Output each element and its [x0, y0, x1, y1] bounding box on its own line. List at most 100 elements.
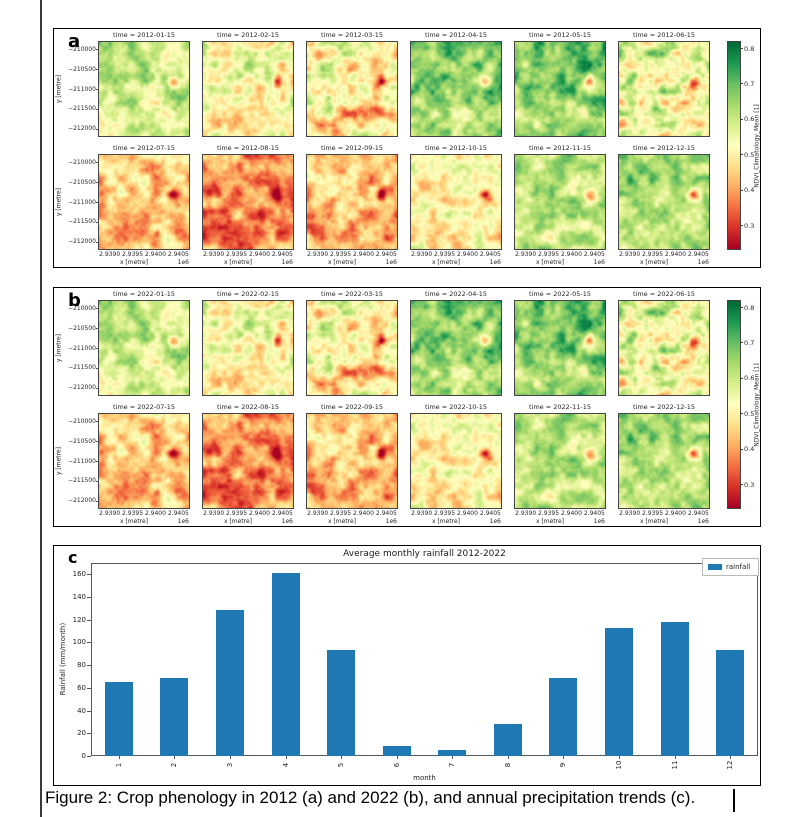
map-title-2022-4: time = 2022-04-15	[424, 290, 488, 298]
x-axis-offset: 1e6	[489, 517, 501, 525]
y-tick-label: −212000	[68, 497, 96, 505]
figure-panel-a[interactable]: a time = 2012-01-15 time = 2012-02-15 time…	[53, 28, 761, 268]
x-axis-label: x [metre]	[119, 258, 149, 266]
y-tick-mark	[96, 367, 99, 369]
x-axis-label: x [metre]	[327, 517, 357, 525]
x-axis-offset: 1e6	[385, 258, 397, 266]
ndvi-map-2012-09	[306, 154, 398, 250]
y-tick-mark	[96, 108, 99, 110]
y-tick-label: −210000	[68, 45, 96, 53]
y-tick-mark	[87, 619, 91, 621]
ndvi-map-2012-07	[98, 154, 190, 250]
x-tick-mark	[452, 756, 454, 759]
y-tick-mark	[96, 421, 99, 423]
bar-month-10	[605, 627, 634, 756]
bar-month-7	[438, 750, 467, 756]
x-tick-labels: 2.9390 2.9395 2.9400 2.9405	[411, 510, 501, 517]
x-tick-labels: 2.9390 2.9395 2.9400 2.9405	[307, 251, 397, 258]
colorbar-tick-mark	[740, 448, 743, 450]
figure-panel-c[interactable]: c Average monthly rainfall 2012-2022 Rai…	[53, 545, 761, 786]
x-tick-labels: 2.9390 2.9395 2.9400 2.9405	[619, 251, 709, 258]
y-tick-label: 80	[77, 661, 86, 670]
map-title-2012-3: time = 2012-03-15	[320, 31, 384, 39]
colorbar-tick-mark	[740, 118, 743, 120]
y-tick-label: 140	[72, 593, 86, 602]
map-title-2012-7: time = 2012-07-15	[112, 144, 176, 152]
bar-month-6	[382, 745, 411, 756]
x-axis-offset: 1e6	[593, 258, 605, 266]
map-title-2022-11: time = 2022-11-15	[528, 403, 592, 411]
x-tick-labels: 2.9390 2.9395 2.9400 2.9405	[99, 251, 189, 258]
colorbar-2012	[727, 41, 741, 250]
map-title-2012-2: time = 2012-02-15	[216, 31, 280, 39]
bar-month-9	[549, 677, 578, 756]
x-tick-mark	[118, 756, 120, 759]
ndvi-map-2022-03	[306, 300, 398, 396]
x-tick-label: 4	[281, 762, 290, 768]
x-axis-label: x [metre]	[223, 258, 253, 266]
map-title-2012-6: time = 2012-06-15	[632, 31, 696, 39]
x-tick-label: 10	[615, 760, 624, 770]
y-tick-label: 0	[81, 752, 86, 760]
y-tick-mark	[96, 387, 99, 389]
map-title-2022-7: time = 2022-07-15	[112, 403, 176, 411]
x-axis-offset: 1e6	[489, 258, 501, 266]
y-tick-mark	[87, 665, 91, 667]
table-border-line	[40, 0, 42, 817]
x-axis-label: x [metre]	[431, 517, 461, 525]
y-tick-mark	[96, 441, 99, 443]
colorbar-tick-mark	[740, 307, 743, 309]
y-tick-mark	[96, 221, 99, 223]
y-tick-label: −211000	[68, 457, 96, 465]
figure-caption[interactable]: Figure 2: Crop phenology in 2012 (a) and…	[45, 788, 696, 807]
ndvi-map-2022-12	[618, 413, 710, 509]
bar-chart-plot-area	[91, 563, 758, 756]
colorbar-tick-label: 0.3	[744, 480, 755, 489]
y-tick-label: −211000	[68, 344, 96, 352]
x-axis-label: x [metre]	[327, 258, 357, 266]
x-axis-label: x [metre]	[119, 517, 149, 525]
x-axis-offset: 1e6	[697, 517, 709, 525]
x-axis-offset: 1e6	[281, 517, 293, 525]
text-cursor	[733, 789, 735, 812]
x-tick-labels: 2.9390 2.9395 2.9400 2.9405	[99, 510, 189, 517]
map-title-2022-10: time = 2022-10-15	[424, 403, 488, 411]
y-axis-label: y [metre]	[55, 187, 63, 217]
y-tick-label: −210500	[68, 65, 96, 73]
colorbar-tick-label: 0.7	[744, 79, 755, 88]
colorbar-label: NDVI_Climatology_Mean [1]	[753, 362, 761, 447]
x-tick-labels: 2.9390 2.9395 2.9400 2.9405	[619, 510, 709, 517]
figure-panel-b[interactable]: b time = 2022-01-15 time = 2022-02-15 time…	[53, 287, 761, 527]
x-tick-mark	[285, 756, 287, 759]
ndvi-map-2022-08	[202, 413, 294, 509]
x-tick-label: 5	[337, 762, 346, 768]
y-tick-mark	[96, 328, 99, 330]
x-tick-mark	[341, 756, 343, 759]
y-tick-label: −212000	[68, 384, 96, 392]
map-title-2022-5: time = 2022-05-15	[528, 290, 592, 298]
ndvi-map-2022-05	[514, 300, 606, 396]
ndvi-map-2012-03	[306, 41, 398, 137]
x-tick-labels: 2.9390 2.9395 2.9400 2.9405	[203, 510, 293, 517]
y-tick-label: −211500	[68, 364, 96, 372]
bar-month-5	[327, 650, 356, 756]
y-tick-mark	[96, 241, 99, 243]
panel-label-b: b	[68, 290, 81, 311]
x-tick-mark	[730, 756, 732, 759]
colorbar-label: NDVI_Climatology_Mean [1]	[753, 103, 761, 188]
y-tick-mark	[96, 49, 99, 51]
ndvi-map-2012-12	[618, 154, 710, 250]
map-title-2022-9: time = 2022-09-15	[320, 403, 384, 411]
colorbar-tick-mark	[740, 83, 743, 85]
map-title-2012-10: time = 2012-10-15	[424, 144, 488, 152]
ndvi-map-2022-07	[98, 413, 190, 509]
y-tick-label: −211500	[68, 477, 96, 485]
y-tick-label: −210000	[68, 417, 96, 425]
map-title-2012-1: time = 2012-01-15	[112, 31, 176, 39]
x-axis-label: x [metre]	[535, 258, 565, 266]
map-title-2012-8: time = 2012-08-15	[216, 144, 280, 152]
x-axis-offset: 1e6	[177, 517, 189, 525]
x-axis-label: month	[413, 774, 436, 782]
bar-month-11	[660, 622, 689, 756]
map-title-2012-9: time = 2012-09-15	[320, 144, 384, 152]
